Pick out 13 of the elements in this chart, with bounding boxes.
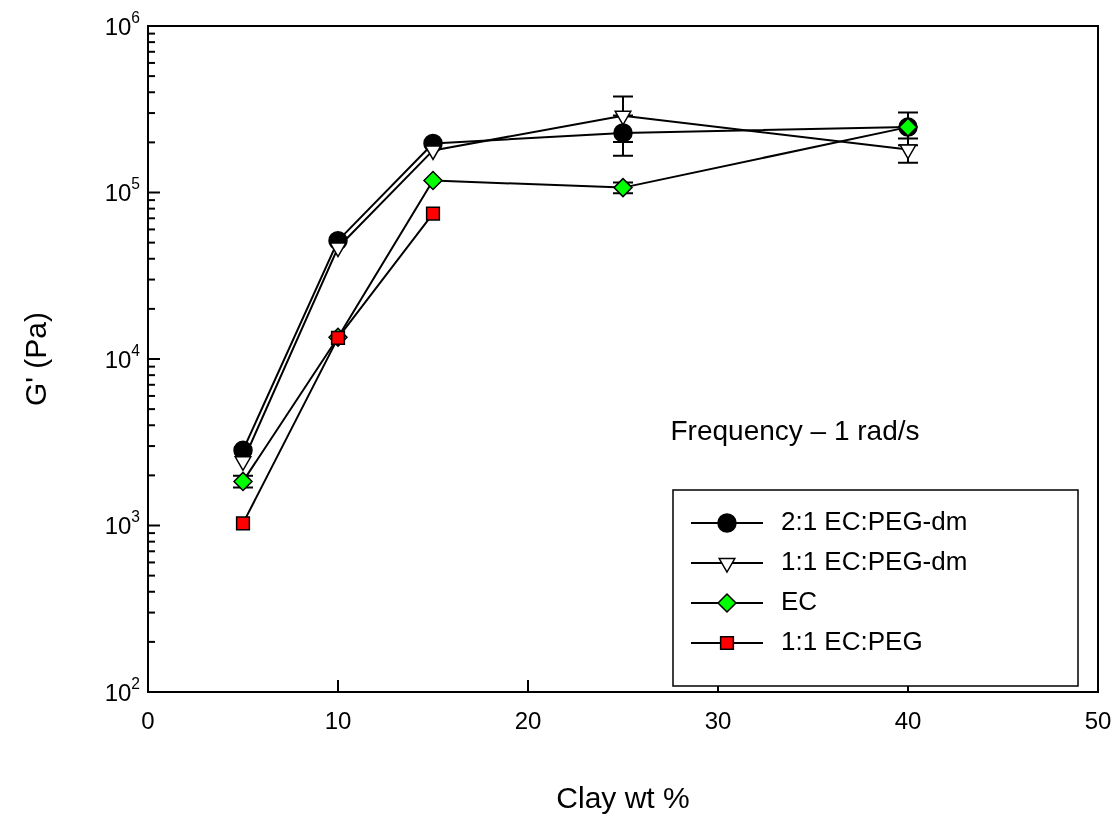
x-tick-label: 0 [141,706,155,734]
x-tick-label: 10 [324,706,352,734]
y-axis-title: G' (Pa) [19,311,53,407]
x-tick-label: 40 [894,706,922,734]
x-tick-label: 50 [1084,706,1112,734]
x-axis-title: Clay wt % [556,781,690,815]
x-tick-label: 30 [704,706,732,734]
legend-label: 1:1 EC:PEG-dm [781,546,968,577]
x-tick-label: 20 [514,706,542,734]
annotation: Frequency – 1 rad/s [670,414,920,446]
legend-label: 2:1 EC:PEG-dm [781,506,968,537]
legend-label: EC [781,586,818,617]
legend-label: 1:1 EC:PEG [781,626,923,657]
